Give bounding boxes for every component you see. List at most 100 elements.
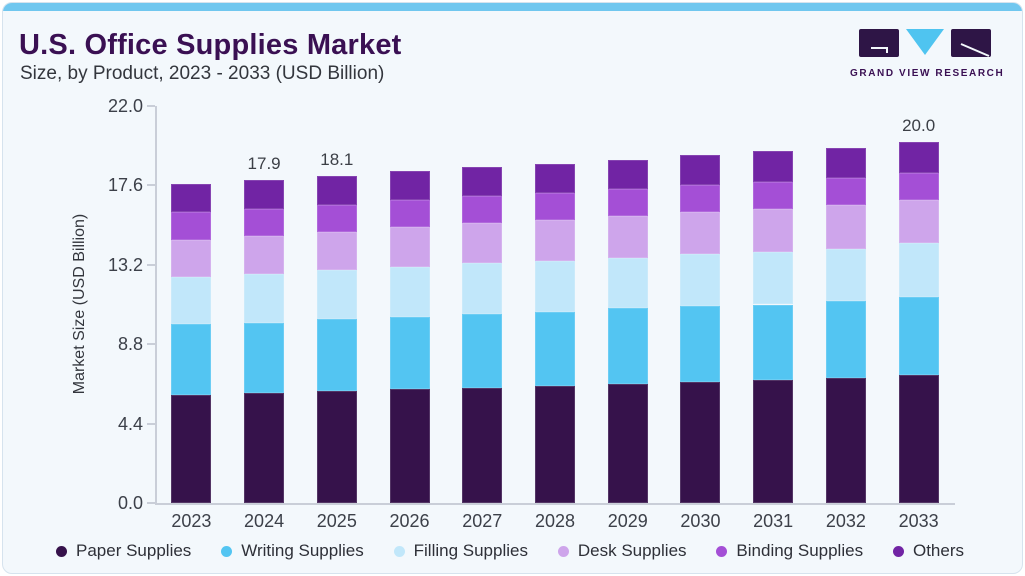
bar-segment-desk-supplies-2029: [607, 216, 648, 258]
bar-segment-writing-supplies-2024: [244, 322, 285, 393]
bar-segment-binding-supplies-2024: [244, 208, 285, 236]
bar-segment-others-2024: [244, 179, 285, 209]
bar-segment-others-2029: [607, 160, 648, 189]
bar-segment-others-2031: [753, 151, 794, 182]
legend-label: Paper Supplies: [76, 541, 192, 560]
bar-segment-desk-supplies-2026: [389, 226, 430, 267]
y-axis-line: [155, 106, 157, 504]
brand-name: GRAND VIEW RESEARCH: [850, 68, 1005, 79]
logo-g-shape: [859, 29, 899, 57]
bar-value-label: 17.9: [247, 153, 281, 173]
bar-segment-paper-supplies-2033: [898, 374, 939, 503]
x-axis-line: [155, 503, 955, 505]
bar-segment-binding-supplies-2023: [171, 212, 212, 240]
legend-item-paper-supplies: Paper Supplies: [56, 541, 191, 561]
bar-segment-desk-supplies-2024: [244, 235, 285, 274]
legend-dot-icon: [393, 545, 405, 557]
x-axis-label: 2023: [171, 511, 212, 531]
x-axis-label: 2025: [316, 511, 357, 531]
bar-segment-desk-supplies-2031: [753, 208, 794, 253]
bar-segment-others-2030: [680, 154, 721, 186]
legend-item-binding-supplies: Binding Supplies: [716, 541, 863, 561]
bar-segment-binding-supplies-2030: [680, 185, 721, 213]
y-tick-label: 22.0: [107, 96, 143, 116]
legend-label: Writing Supplies: [241, 541, 364, 560]
bar-segment-filling-supplies-2025: [316, 270, 357, 319]
bar-segment-paper-supplies-2029: [607, 383, 648, 503]
x-axis-label: 2031: [753, 511, 794, 531]
bar-segment-binding-supplies-2025: [316, 205, 357, 233]
bar-segment-writing-supplies-2023: [171, 324, 212, 395]
bar-segment-paper-supplies-2027: [462, 387, 503, 503]
legend-dot-icon: [716, 545, 728, 557]
bar-segment-desk-supplies-2025: [316, 232, 357, 271]
legend-dot-icon: [892, 545, 904, 557]
y-tick-mark: [147, 184, 155, 187]
x-axis-label: 2029: [607, 511, 648, 531]
bar-segment-writing-supplies-2027: [462, 313, 503, 388]
legend-item-desk-supplies: Desk Supplies: [557, 541, 687, 561]
bar-segment-filling-supplies-2024: [244, 273, 285, 323]
legend-label: Others: [912, 541, 964, 560]
x-axis-label: 2033: [898, 511, 939, 531]
y-tick-mark: [147, 422, 155, 425]
top-accent-bar: [3, 3, 1022, 11]
bar-segment-filling-supplies-2030: [680, 253, 721, 307]
bar-segment-others-2023: [171, 183, 212, 213]
bar-segment-binding-supplies-2027: [462, 196, 503, 224]
bar-segment-paper-supplies-2030: [680, 382, 721, 503]
bar-segment-desk-supplies-2028: [535, 219, 575, 262]
bar-segment-binding-supplies-2032: [825, 178, 866, 206]
legend-dot-icon: [221, 545, 233, 557]
bar-segment-filling-supplies-2023: [171, 277, 212, 325]
chart-legend: Paper Supplies Writing Supplies Filling Su…: [56, 539, 964, 563]
bar-segment-filling-supplies-2026: [389, 266, 430, 318]
x-axis-label: 2027: [462, 511, 503, 531]
bar-segment-writing-supplies-2028: [535, 311, 575, 386]
bar-segment-others-2028: [535, 163, 575, 193]
x-axis-label: 2024: [244, 511, 285, 531]
legend-dot-icon: [56, 545, 67, 557]
bar-segment-binding-supplies-2033: [898, 172, 939, 200]
legend-item-writing-supplies: Writing Supplies: [221, 541, 364, 561]
bar-segment-binding-supplies-2031: [753, 181, 794, 209]
bar-segment-others-2033: [898, 142, 939, 173]
page-subtitle: Size, by Product, 2023 - 2033 (USD Billi…: [20, 63, 385, 84]
y-tick-label: 13.2: [107, 254, 143, 275]
bar-segment-filling-supplies-2027: [462, 262, 503, 314]
logo-v-triangle: [906, 29, 944, 55]
bar-segment-paper-supplies-2032: [825, 378, 866, 503]
bar-segment-filling-supplies-2031: [753, 252, 794, 305]
bar-segment-writing-supplies-2025: [316, 318, 357, 392]
bar-segment-desk-supplies-2030: [680, 212, 721, 254]
bar-segment-others-2032: [825, 147, 866, 179]
bar-segment-filling-supplies-2029: [607, 257, 648, 309]
y-tick-mark: [147, 263, 155, 266]
bar-segment-filling-supplies-2032: [825, 248, 866, 301]
x-axis-label: 2028: [534, 511, 576, 531]
bar-segment-desk-supplies-2033: [898, 199, 939, 244]
bar-segment-paper-supplies-2024: [244, 392, 285, 503]
page-title: U.S. Office Supplies Market: [19, 29, 402, 61]
legend-item-filling-supplies: Filling Supplies: [393, 541, 528, 561]
y-tick-mark: [147, 105, 155, 107]
x-axis-label: 2030: [680, 511, 721, 531]
x-axis-label: 2032: [825, 511, 866, 531]
x-axis-label: 2026: [389, 511, 430, 531]
grand-view-research-logo: GRAND VIEW RESEARCH: [850, 29, 1005, 79]
bar-segment-paper-supplies-2031: [753, 380, 794, 503]
bar-segment-binding-supplies-2029: [607, 189, 648, 217]
y-axis-title: Market Size (USD Billion): [71, 213, 88, 395]
logo-mark-icon: [859, 29, 991, 57]
bar-segment-paper-supplies-2023: [171, 394, 212, 503]
bar-value-label: 20.0: [902, 116, 936, 136]
bar-segment-others-2025: [316, 176, 357, 206]
bar-segment-writing-supplies-2031: [753, 304, 794, 381]
bar-segment-desk-supplies-2027: [462, 223, 503, 263]
bar-segment-writing-supplies-2032: [825, 300, 866, 379]
y-tick-label: 0.0: [117, 493, 143, 513]
y-tick-mark: [147, 343, 155, 346]
bar-segment-others-2027: [462, 167, 503, 197]
y-tick-label: 8.8: [117, 334, 143, 355]
bar-segment-paper-supplies-2025: [316, 391, 357, 503]
